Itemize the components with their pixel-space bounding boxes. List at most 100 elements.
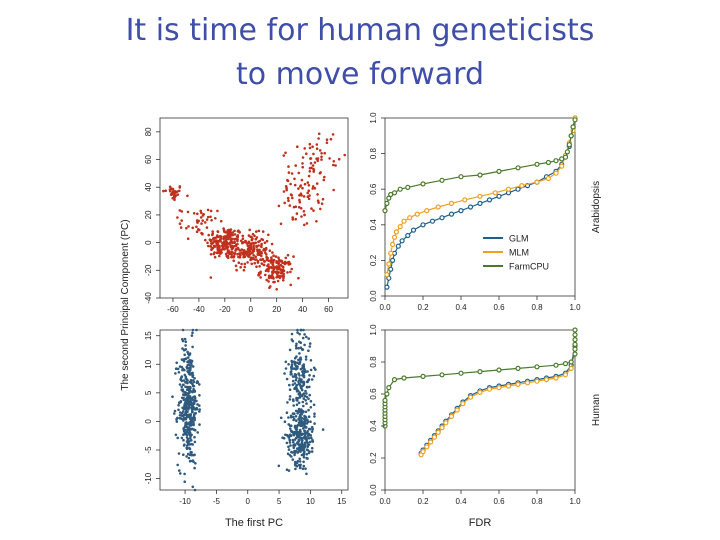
scatter-point	[295, 434, 299, 437]
scatter-point	[297, 276, 300, 280]
scatter-point	[321, 428, 325, 431]
scatter-point	[209, 276, 213, 279]
scatter-point	[247, 248, 251, 252]
series-point-farmcpu	[391, 190, 398, 196]
scatter-point	[180, 385, 183, 389]
scatter-point	[232, 259, 235, 263]
scatter-point	[222, 245, 226, 248]
scatter-point	[184, 340, 188, 344]
series-point-mlm	[477, 389, 483, 395]
scatter-point	[295, 346, 298, 350]
series-point-farmcpu	[384, 200, 390, 206]
scatter-point	[246, 261, 249, 264]
scatter-point	[310, 430, 314, 433]
scatter-point	[302, 417, 306, 421]
scatter-point	[279, 416, 283, 420]
scatter-point	[293, 426, 297, 429]
scatter-point	[191, 384, 195, 388]
scatter-point	[309, 406, 313, 409]
scatter-point	[185, 455, 188, 458]
scatter-point	[311, 164, 315, 167]
x-axis-tick-label: -10	[179, 497, 191, 506]
scatter-point	[239, 254, 242, 257]
series-point-mlm	[534, 179, 540, 185]
fdr-arabidopsis-panel: 0.0 0.2 0.4 0.6 0.8 1.0 0.0 0.2 0.4 0.6 0.8 1.0 Arab…	[369, 112, 602, 312]
scatter-point	[279, 271, 283, 275]
scatter-point	[271, 264, 275, 267]
x-axis-tick-label: 40	[298, 305, 307, 314]
scatter-point	[277, 265, 281, 268]
scatter-point	[233, 237, 237, 241]
scatter-point	[309, 420, 312, 424]
x-axis-tick-label: -20	[219, 305, 231, 314]
scatter-point	[191, 410, 194, 414]
scatter-point	[304, 426, 307, 429]
scatter-point	[311, 185, 315, 188]
scatter-point	[186, 194, 189, 198]
scatter-point	[191, 404, 194, 407]
scatter-point	[286, 253, 290, 257]
scatter-point	[293, 453, 296, 457]
x-axis-tick-label: 0.0	[379, 497, 391, 506]
scatter-point	[298, 422, 302, 425]
scatter-point	[184, 409, 188, 413]
scatter-point	[321, 197, 325, 201]
series-point-mlm	[519, 183, 525, 189]
scatter-point	[297, 417, 300, 421]
scatter-point	[268, 249, 272, 252]
plot-frame	[159, 117, 349, 299]
scatter-point	[196, 403, 199, 406]
scatter-point	[295, 419, 298, 423]
scatter-point	[305, 472, 308, 476]
scatter-point	[233, 233, 237, 236]
scatter-point	[216, 243, 220, 247]
scatter-point	[287, 423, 291, 426]
y-axis-tick-label: -5	[144, 446, 153, 454]
x-axis-tick-label: -60	[167, 305, 179, 314]
scatter-point	[178, 189, 181, 193]
y-axis-tick-label: -40	[144, 292, 153, 304]
scatter-point	[287, 199, 290, 202]
scatter-point	[183, 417, 187, 421]
scatter-point	[289, 270, 292, 274]
scatter-point	[272, 261, 275, 264]
series-point-mlm	[414, 211, 420, 217]
scatter-point	[230, 248, 234, 251]
series-point-mlm	[505, 186, 512, 192]
scatter-point	[184, 348, 188, 351]
scatter-point	[192, 380, 196, 384]
scatter-point	[233, 241, 236, 244]
scatter-point	[240, 248, 244, 251]
scatter-point	[288, 388, 292, 392]
scatter-point	[178, 417, 182, 420]
legend: GLM MLM FarmCPU	[483, 234, 549, 272]
scatter-point	[291, 383, 295, 387]
scatter-point	[300, 441, 304, 444]
scatter-point	[182, 427, 185, 430]
series-point-farmcpu	[553, 158, 559, 164]
scatter-point	[286, 179, 290, 183]
scatter-point	[218, 234, 222, 238]
scatter-point	[288, 438, 292, 442]
scatter-point	[205, 218, 209, 221]
scatter-point	[301, 336, 305, 340]
scatter-point	[180, 358, 184, 361]
x-axis-tick-label: 5	[277, 497, 282, 506]
scatter-point	[302, 366, 305, 369]
series-point-glm	[395, 243, 401, 249]
scatter-point	[296, 331, 299, 334]
scatter-point	[255, 265, 258, 269]
scatter-point	[204, 238, 207, 242]
scatter-point	[186, 356, 190, 359]
scatter-point	[305, 422, 309, 425]
scatter-point	[282, 272, 286, 276]
scatter-point	[250, 262, 253, 266]
scatter-point	[286, 434, 290, 438]
scatter-point	[306, 457, 309, 460]
series-point-farmcpu	[420, 373, 426, 379]
scatter-point	[286, 271, 289, 274]
scatter-point	[295, 383, 299, 387]
scatter-point	[304, 389, 307, 393]
scatter-point	[296, 399, 299, 402]
